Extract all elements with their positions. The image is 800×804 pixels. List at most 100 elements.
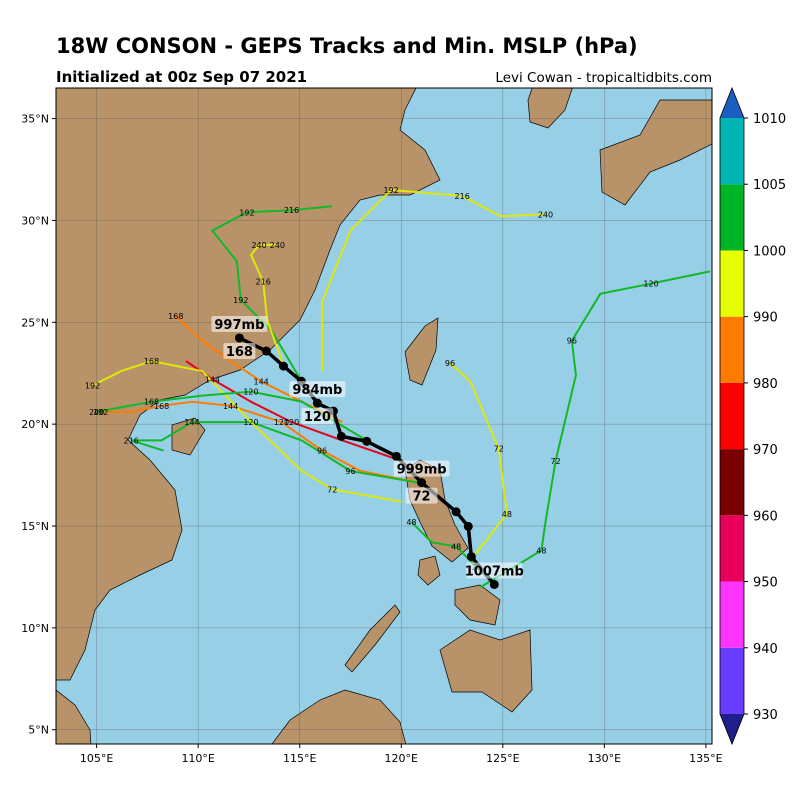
forecast-hour-label: 96 [317,447,327,456]
forecast-hour-label: 192 [383,186,398,195]
colorbar-tick-label: 950 [753,576,778,591]
ensemble-track [130,421,422,485]
forecast-hour-label: 48 [502,510,512,519]
forecast-hour-label: 96 [445,359,455,368]
y-tick-label: 35°N [21,113,49,126]
colorbar-tick-label: 1000 [753,244,786,259]
forecast-hour-label: 48 [536,546,546,555]
forecast-hour-label: 120 [243,418,258,427]
colorbar-segment [720,647,744,714]
colorbar-segment [720,250,744,317]
forecast-hour-label: 240 [538,210,553,219]
forecast-hour-label: 168 [168,312,183,321]
pressure-label: 999mb [397,463,447,478]
forecast-hour-label: 144 [253,377,268,386]
subtitle: Initialized at 00z Sep 07 2021 [56,68,307,86]
forecast-hour-label: 168 [144,398,159,407]
hour-label: 120 [304,410,331,425]
forecast-hour-label: 216 [256,278,271,287]
colorbar-tick-label: 990 [753,311,778,326]
japan [599,99,712,206]
label-box [211,315,268,332]
ensemble-track [96,390,368,442]
x-tick-label: 115°E [283,752,316,765]
x-tick-label: 130°E [588,752,621,765]
mean-track-point [362,436,372,446]
label-box [466,562,523,579]
label-box [393,460,450,477]
hour-label: 72 [413,490,431,505]
y-tick-label: 15°N [21,520,49,533]
colorbar-tick-label: 930 [753,708,778,723]
forecast-hour-label: 144 [205,375,220,384]
forecast-hour-label: 120 [274,418,289,427]
x-tick-label: 120°E [385,752,418,765]
pressure-label: 984mb [292,383,342,398]
mean-track-point [312,398,322,408]
forecast-hour-label: 120 [243,388,258,397]
forecast-hour-label: 240 [89,408,104,417]
taiwan [404,317,439,386]
colorbar-under [720,714,744,744]
forecast-hour-label: 120 [284,418,299,427]
forecast-hour-label: 216 [284,206,299,215]
forecast-hour-label: 192 [85,381,100,390]
forecast-hour-label: 72 [551,457,561,466]
ensemble-track [100,400,422,485]
colorbar-tick-label: 980 [753,377,778,392]
forecast-hour-label: 192 [233,296,248,305]
forecast-hour-label: 216 [455,192,470,201]
label-box [289,381,346,398]
colorbar-segment [720,316,744,383]
colorbar-tick-label: 940 [753,642,778,657]
hainan [171,417,206,456]
mean-track-point [463,521,473,531]
forecast-hour-label: 96 [567,337,577,346]
ensemble-track [449,362,508,562]
mean-track-point [466,552,476,562]
forecast-hour-label: 72 [494,445,504,454]
forecast-hour-label: 72 [327,485,337,494]
forecast-hour-label: 48 [406,518,416,527]
mean-track-point [234,333,244,343]
mean-track-point [451,507,461,517]
label-box [301,408,334,425]
pressure-label: 1007mb [465,564,524,579]
mindanao [439,629,533,713]
colorbar-segment [720,581,744,648]
data-layer: 48 72 96 120 48 72 96 192 216 240 192 192 216 216 240 2… [56,88,712,744]
colorbar-tick-label: 970 [753,443,778,458]
visayas [454,584,501,626]
colorbar-tick-label: 1010 [753,112,786,127]
x-tick-label: 125°E [486,752,519,765]
ensemble-track [321,188,546,372]
forecast-hour-label: 144 [223,402,238,411]
x-tick-label: 135°E [689,752,722,765]
label-box [223,342,256,359]
mean-track-point [261,346,271,356]
y-tick-label: 5°N [28,724,49,737]
korea [527,88,573,129]
colorbar-over [720,88,744,118]
colorbar-segment [720,515,744,582]
hour-label: 168 [226,345,253,360]
ensemble-track [92,359,402,503]
label-box [405,487,438,504]
malay-peninsula [56,689,92,744]
forecast-hour-label: 240 [270,241,285,250]
forecast-hour-label: 144 [184,418,199,427]
forecast-hour-label: 168 [144,357,159,366]
forecast-hour-label: 96 [345,467,355,476]
borneo [271,689,407,744]
x-tick-label: 105°E [80,752,113,765]
credit: Levi Cowan - tropicaltidbits.com [495,70,712,86]
ensemble-track [479,270,711,588]
y-tick-label: 25°N [21,316,49,329]
mindoro [417,555,441,586]
mean-track-point [278,361,288,371]
forecast-hour-label: 216 [124,436,139,445]
palawan [344,604,401,673]
x-tick-label: 110°E [181,752,214,765]
colorbar-segment [720,118,744,185]
